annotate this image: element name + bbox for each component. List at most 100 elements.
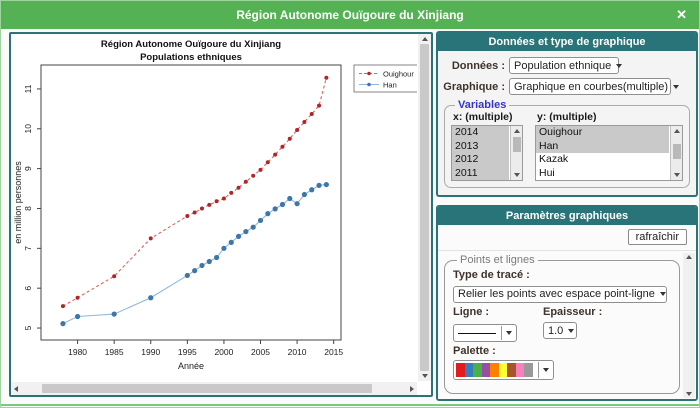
chevron-down-icon [542, 368, 549, 372]
svg-text:6: 6 [23, 286, 33, 291]
x-variable-listbox[interactable]: 2014 2013 2012 2011 [451, 125, 523, 181]
y-variable-column: y: (multiple) Ouighour Han Kazak Hui [535, 111, 683, 181]
listbox-item[interactable]: Kazak [539, 153, 569, 165]
palette-swatches [456, 363, 533, 377]
donnees-label: Données : [451, 59, 505, 72]
palette-color-swatch [473, 363, 482, 377]
svg-text:2005: 2005 [251, 347, 270, 357]
params-scroll-area: Points et lignes Type de tracé : Relier … [438, 251, 696, 399]
x-variable-column: x: (multiple) 2014 2013 2012 2011 [451, 111, 523, 181]
line-style-select[interactable] [453, 324, 517, 342]
variables-legend: Variables [458, 99, 507, 111]
close-icon[interactable]: ✕ [676, 7, 687, 22]
graphique-row: Graphique : Graphique en courbes(multipl… [443, 78, 691, 95]
scroll-up-icon[interactable] [673, 129, 680, 133]
donnees-row: Données : Population ethnique [443, 57, 691, 74]
chart-panel: Région Autonome Ouïgoure du Xinjiang Popu… [9, 32, 433, 397]
graphique-label: Graphique : [443, 80, 505, 93]
chevron-down-icon [659, 292, 666, 296]
scroll-down-icon[interactable] [686, 392, 692, 396]
variables-grid: x: (multiple) 2014 2013 2012 2011 y: (multi… [451, 111, 683, 181]
palette-color-swatch [456, 363, 465, 377]
scroll-down-icon[interactable] [421, 374, 428, 378]
palette-color-swatch [524, 363, 533, 377]
svg-text:Année: Année [178, 361, 204, 371]
palette-color-swatch [481, 363, 490, 377]
listbox-item[interactable]: 2011 [452, 166, 509, 180]
graphique-select[interactable]: Graphique en courbes(multiple) [509, 78, 680, 95]
svg-text:10: 10 [23, 124, 33, 134]
svg-text:2010: 2010 [288, 347, 307, 357]
vertical-scroll-thumb[interactable] [420, 44, 429, 371]
line-group: Ligne : [453, 303, 517, 342]
thickness-value: 1.0 [548, 324, 564, 337]
data-type-panel-header: Données et type de graphique [438, 33, 696, 51]
listbox-item[interactable]: 2013 [452, 139, 509, 153]
params-toolbar: rafraîchir [438, 225, 696, 251]
x-variable-header: x: (multiple) [453, 111, 513, 123]
listbox-scroll-thumb[interactable] [672, 144, 681, 159]
trace-type-select[interactable]: Relier les points avec espace point-lign… [453, 285, 667, 303]
listbox-scroll-thumb[interactable] [512, 137, 521, 152]
data-type-panel: Données et type de graphique Données : P… [436, 31, 698, 197]
scroll-up-icon[interactable] [513, 129, 520, 133]
refresh-button[interactable]: rafraîchir [627, 229, 687, 245]
chart-vertical-scrollbar[interactable] [418, 34, 431, 381]
select-divider [537, 362, 549, 378]
line-style-swatch [458, 332, 496, 334]
line-thickness-row: Ligne : Epaisseur : 1.0 [453, 303, 671, 343]
scroll-up-icon[interactable] [421, 37, 428, 41]
listbox-item[interactable]: 2014 [452, 126, 509, 140]
chart-horizontal-scrollbar[interactable] [11, 382, 417, 395]
chevron-down-icon [568, 328, 575, 333]
listbox-item[interactable]: Han [536, 139, 669, 153]
listbox-item[interactable]: Ouighour [536, 126, 669, 140]
variables-fieldset: Variables x: (multiple) 2014 2013 2012 2011 [444, 99, 690, 188]
chevron-down-icon [506, 331, 512, 335]
title-bar: Région Autonome Ouïgoure du Xinjiang ✕ [1, 1, 699, 29]
palette-color-swatch [507, 363, 516, 377]
donnees-select[interactable]: Population ethnique [509, 57, 623, 74]
points-lines-fieldset: Points et lignes Type de tracé : Relier … [444, 254, 680, 394]
graph-params-panel-header: Paramètres graphiques [438, 207, 696, 225]
svg-text:1990: 1990 [141, 347, 160, 357]
thickness-group: Epaisseur : 1.0 [543, 303, 602, 343]
horizontal-scroll-thumb[interactable] [42, 384, 372, 393]
listbox-scrollbar[interactable] [670, 126, 682, 180]
scroll-up-icon[interactable] [686, 255, 692, 259]
scroll-left-icon[interactable] [14, 385, 18, 392]
svg-text:1995: 1995 [178, 347, 197, 357]
scroll-down-icon[interactable] [673, 173, 680, 177]
y-variable-listbox[interactable]: Ouighour Han Kazak Hui [535, 125, 683, 181]
select-divider [501, 326, 512, 340]
window-title: Région Autonome Ouïgoure du Xinjiang [236, 8, 464, 22]
svg-text:9: 9 [23, 166, 33, 171]
palette-select[interactable] [453, 360, 554, 380]
params-vertical-scrollbar[interactable] [683, 253, 695, 398]
listbox-scrollbar[interactable] [510, 126, 522, 180]
svg-text:Populations ethniques: Populations ethniques [140, 52, 242, 63]
palette-color-swatch [490, 363, 499, 377]
svg-text:Han: Han [383, 80, 397, 89]
svg-text:1985: 1985 [105, 347, 124, 357]
svg-text:7: 7 [23, 246, 33, 251]
trace-type-value: Relier les points avec espace point-lign… [458, 288, 655, 300]
palette-label: Palette : [453, 345, 496, 357]
graphique-select-value: Graphique en courbes(multiple) [514, 80, 669, 93]
palette-color-swatch [515, 363, 524, 377]
thickness-select[interactable]: 1.0 [543, 322, 577, 339]
scroll-down-icon[interactable] [513, 173, 520, 177]
y-variable-header: y: (multiple) [537, 111, 597, 123]
trace-type-label: Type de tracé : [453, 269, 530, 281]
data-type-panel-body: Données : Population ethnique Graphique … [438, 51, 696, 190]
chevron-down-icon [616, 63, 623, 68]
population-line-chart: Région Autonome Ouïgoure du Xinjiang Popu… [11, 34, 421, 382]
svg-text:5: 5 [23, 325, 33, 330]
listbox-item[interactable]: 2012 [452, 153, 509, 167]
palette-color-swatch [464, 363, 473, 377]
scroll-right-icon[interactable] [410, 385, 414, 392]
svg-text:2000: 2000 [214, 347, 233, 357]
graph-params-panel: Paramètres graphiques rafraîchir Points … [436, 205, 698, 401]
listbox-item[interactable]: Hui [539, 166, 555, 179]
